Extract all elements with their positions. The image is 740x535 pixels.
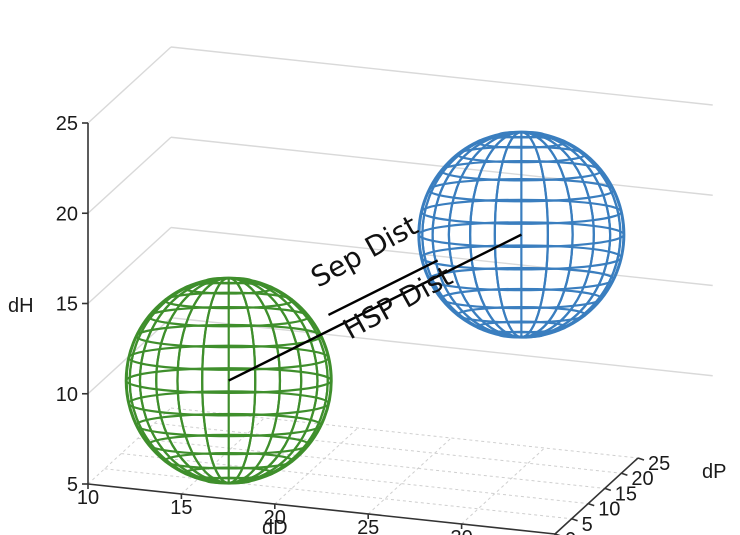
x-axis-line — [87, 483, 556, 535]
floor-gridline-dd-30 — [461, 447, 545, 525]
sep-distance-line — [327, 259, 439, 317]
z-tick-label-10: 10 — [56, 384, 78, 406]
sphere-1-longitude-11 — [421, 131, 622, 339]
sphere-0-latitude-9 — [135, 412, 323, 438]
y-tick-mark-0 — [554, 533, 561, 535]
x-axis-label: dD — [262, 517, 288, 535]
sphere-1 — [417, 130, 626, 339]
floor-gridline-dd-25 — [367, 437, 452, 515]
sphere-1-latitude-5 — [427, 177, 615, 203]
distance-lines — [228, 233, 522, 382]
sphere-0-latitude-8 — [127, 390, 330, 417]
sphere-0-latitude-6 — [127, 344, 330, 371]
z-tick-label-25: 25 — [56, 113, 78, 135]
y-tick-label-15: 15 — [615, 483, 637, 505]
z-tick-label-15: 15 — [56, 294, 78, 316]
y-tick-label-5: 5 — [582, 514, 593, 535]
floor-gridline-dp-15 — [137, 437, 605, 489]
left-gridline-dh-25 — [87, 46, 172, 124]
hsp-distance-line — [228, 233, 522, 382]
sphere-1-latitude-8 — [420, 244, 623, 271]
z-tick-label-20: 20 — [56, 203, 78, 225]
left-gridline-dh-15 — [87, 226, 172, 305]
x-tick-label-15: 15 — [170, 497, 192, 519]
y-tick-mark-5 — [571, 518, 578, 522]
x-tick-label-10: 10 — [77, 487, 99, 509]
sphere-1-latitude-9 — [427, 266, 615, 292]
x-tick-label-30: 30 — [450, 527, 472, 535]
y-axis-label: dP — [702, 461, 726, 483]
sphere-0 — [124, 276, 333, 485]
sphere-1-latitude-7 — [417, 221, 625, 249]
floor-gridline-dp-10 — [121, 453, 589, 505]
floor-gridline-dd-10 — [87, 407, 172, 485]
left-gridline-dh-20 — [87, 136, 172, 214]
y-tick-mark-15 — [604, 487, 612, 492]
y-tick-mark-20 — [621, 472, 628, 476]
sphere-0-latitude-7 — [125, 367, 333, 394]
floor-gridline-dp-5 — [104, 468, 572, 520]
back-gridline-dh-25 — [170, 46, 713, 106]
floor-gridline-dd-20 — [274, 427, 359, 505]
back-gridline-dh-20 — [170, 136, 713, 196]
y-axis-line — [554, 457, 639, 535]
z-tick-label-5: 5 — [67, 474, 78, 496]
y-tick-label-0: 0 — [565, 529, 576, 535]
floor-gridline-dd-15 — [181, 417, 265, 495]
y-tick-label-10: 10 — [598, 499, 620, 521]
sphere-0-latitude-5 — [135, 323, 323, 349]
y-tick-mark-10 — [587, 502, 595, 507]
sphere-0-longitude-11 — [128, 276, 329, 485]
y-tick-label-25: 25 — [648, 453, 670, 475]
back-gridline-dh-10 — [170, 317, 713, 377]
x-tick-label-20: 20 — [264, 507, 286, 529]
axes — [82, 122, 645, 535]
spheres — [124, 130, 626, 485]
z-axis-label: dH — [8, 295, 34, 317]
y-tick-mark-25 — [637, 457, 645, 461]
back-gridline-dh-15 — [170, 226, 713, 287]
sphere-0-latitude-4 — [147, 305, 310, 328]
x-tick-label-25: 25 — [357, 517, 379, 535]
floor-gridline-dp-20 — [154, 422, 622, 474]
y-tick-label-20: 20 — [631, 468, 653, 490]
sphere-1-latitude-4 — [440, 160, 603, 182]
floor-gridline-dp-25 — [170, 407, 639, 459]
sphere-1-latitude-6 — [420, 198, 623, 225]
